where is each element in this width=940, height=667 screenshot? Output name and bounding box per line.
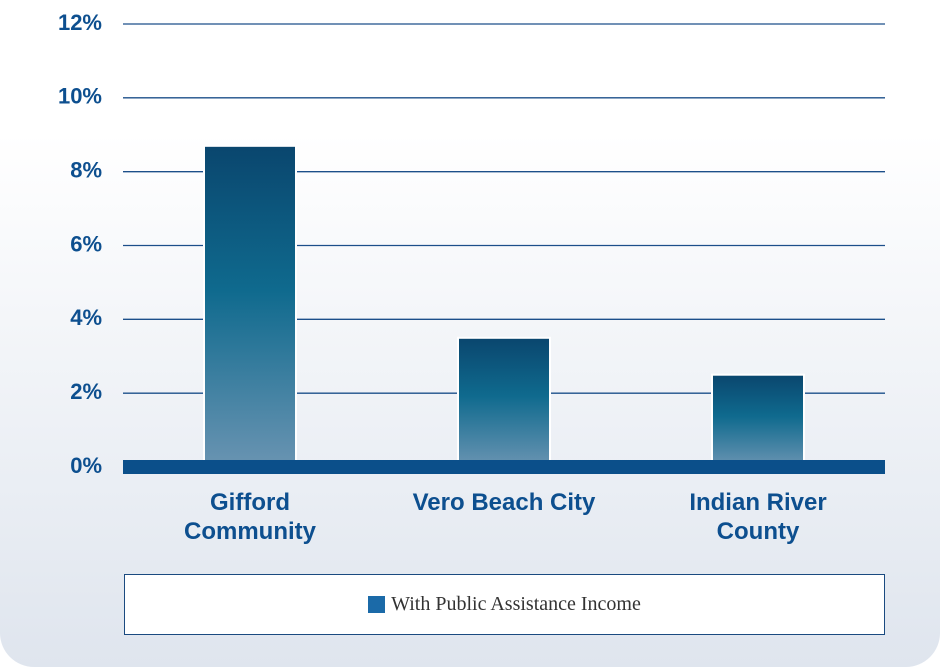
legend-label: With Public Assistance Income	[391, 593, 641, 615]
legend: With Public Assistance Income	[124, 574, 885, 635]
legend-swatch	[368, 596, 386, 613]
y-tick-label: 4%	[70, 305, 102, 330]
x-axis-baseline	[123, 460, 885, 474]
x-tick-label: Vero Beach City	[412, 489, 596, 516]
y-tick-label: 2%	[70, 379, 102, 404]
y-tick-label: 10%	[58, 84, 102, 109]
bar	[457, 336, 551, 468]
bar	[203, 144, 297, 468]
bar	[711, 373, 805, 469]
x-tick-label: Gifford Community	[184, 489, 316, 545]
y-tick-label: 12%	[58, 10, 102, 35]
y-tick-label: 6%	[70, 231, 102, 256]
y-tick-label: 0%	[70, 453, 102, 478]
y-tick-label: 8%	[70, 157, 102, 182]
x-tick-label: Indian River County	[689, 489, 827, 545]
